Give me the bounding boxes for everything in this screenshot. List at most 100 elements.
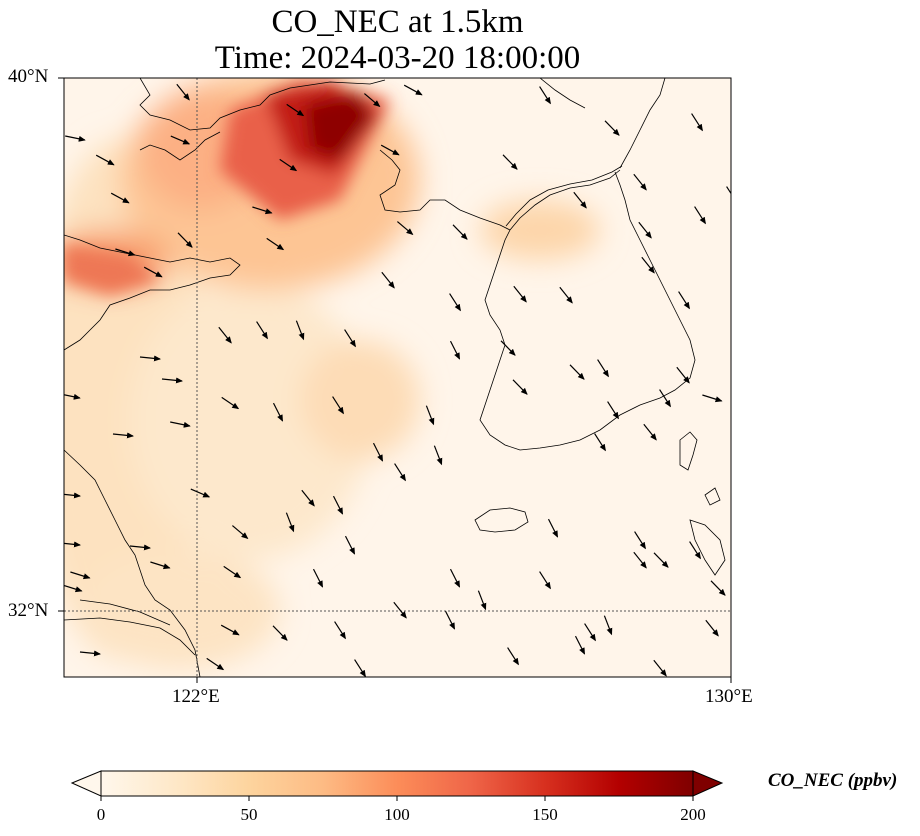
wind-arrow [433, 445, 443, 466]
wind-arrow [691, 113, 703, 132]
wind-arrow [512, 379, 528, 395]
lon-tick-130e: 130°E [705, 686, 753, 707]
wind-arrow [218, 326, 232, 344]
wind-arrow [301, 489, 315, 507]
wind-arrow [559, 286, 573, 304]
lat-tick-40n: 40°N [8, 66, 49, 87]
wind-arrow [312, 568, 324, 588]
colorbar-tick-0: 0 [96, 805, 106, 824]
wind-arrow [266, 237, 285, 251]
wind-arrow [64, 541, 81, 548]
wind-arrow [539, 571, 551, 590]
wind-arrow [176, 83, 190, 101]
wind-arrow [256, 321, 268, 340]
wind-arrow [252, 206, 273, 215]
wind-arrow [344, 329, 356, 348]
wind-arrow [206, 657, 225, 671]
wind-arrow [425, 405, 435, 426]
wind-arrow [190, 488, 211, 498]
wind-arrow [364, 93, 381, 108]
colorbar-bar [100, 770, 694, 797]
chart-title-line1: CO_NEC at 1.5km [271, 4, 524, 40]
colorbar-label: CO_NEC (ppbv) [768, 770, 898, 791]
wind-arrow [64, 393, 81, 400]
wind-arrow [726, 186, 731, 195]
wind-arrow [161, 377, 183, 384]
wind-vectors [64, 83, 731, 677]
wind-arrow [449, 293, 461, 312]
wind-arrow [177, 232, 193, 248]
wind-arrow [272, 625, 288, 641]
wind-arrow [95, 154, 115, 166]
wind-arrow [150, 561, 171, 570]
wind-arrow [452, 224, 468, 240]
wind-arrow [584, 623, 596, 642]
wind-arrow [513, 285, 527, 303]
wind-arrow [332, 396, 344, 415]
wind-arrow [380, 144, 400, 156]
wind-arrow [573, 191, 587, 209]
wind-arrow [710, 580, 726, 596]
colorbar-tick-50: 50 [240, 805, 258, 824]
wind-arrow [507, 647, 519, 666]
wind-arrow [643, 423, 657, 441]
wind-arrow [332, 495, 344, 515]
wind-arrow [449, 340, 461, 360]
wind-arrow [220, 624, 240, 636]
wind-arrow [112, 432, 134, 439]
wind-arrow [272, 402, 284, 422]
wind-arrow [334, 621, 346, 640]
map-frame [63, 77, 732, 678]
wind-arrow [403, 84, 423, 96]
wind-arrow [634, 531, 646, 550]
wind-arrow [381, 271, 395, 289]
wind-arrow [689, 541, 701, 560]
wind-arrow [170, 421, 191, 428]
wind-arrow [372, 442, 384, 462]
colorbar-tick-150: 150 [532, 805, 558, 824]
colorbar [70, 770, 724, 801]
wind-arrow [344, 535, 356, 555]
colorbar-extend-max [692, 770, 724, 797]
wind-arrow [295, 320, 305, 341]
wind-arrow [170, 135, 191, 145]
wind-arrow [65, 135, 86, 142]
wind-arrow [653, 659, 667, 677]
axis-ticks [58, 77, 732, 683]
wind-arrow [139, 355, 161, 362]
wind-arrow [477, 590, 487, 611]
wind-arrow [221, 396, 240, 410]
gridlines [64, 78, 731, 677]
wind-arrow [394, 463, 406, 482]
wind-arrow [607, 401, 619, 420]
wind-arrow [64, 584, 83, 593]
coastlines [64, 78, 726, 677]
wind-arrow [70, 571, 91, 580]
wind-arrow [539, 86, 551, 105]
wind-arrow [676, 366, 690, 384]
wind-arrow [223, 565, 242, 579]
wind-arrow [232, 525, 249, 540]
wind-arrow [678, 291, 690, 310]
wind-arrow [638, 221, 652, 239]
wind-arrow [110, 192, 130, 204]
wind-arrow [547, 518, 559, 538]
wind-arrow [500, 340, 516, 356]
wind-arrow [143, 266, 163, 278]
wind-arrow [694, 206, 706, 225]
wind-arrow [603, 615, 613, 636]
colorbar-tick-100: 100 [384, 805, 410, 824]
wind-arrow [354, 659, 366, 677]
wind-arrow [115, 248, 136, 257]
colorbar-extend-min [70, 770, 102, 797]
wind-arrow [633, 173, 647, 191]
chart-title-line2: Time: 2024-03-20 18:00:00 [214, 40, 581, 76]
wind-arrow [597, 359, 609, 378]
concentration-field [64, 78, 731, 677]
wind-arrow [653, 552, 669, 568]
wind-arrow [397, 221, 414, 236]
wind-arrow [129, 544, 151, 551]
wind-arrow [705, 619, 719, 637]
lon-tick-122e: 122°E [172, 686, 220, 707]
